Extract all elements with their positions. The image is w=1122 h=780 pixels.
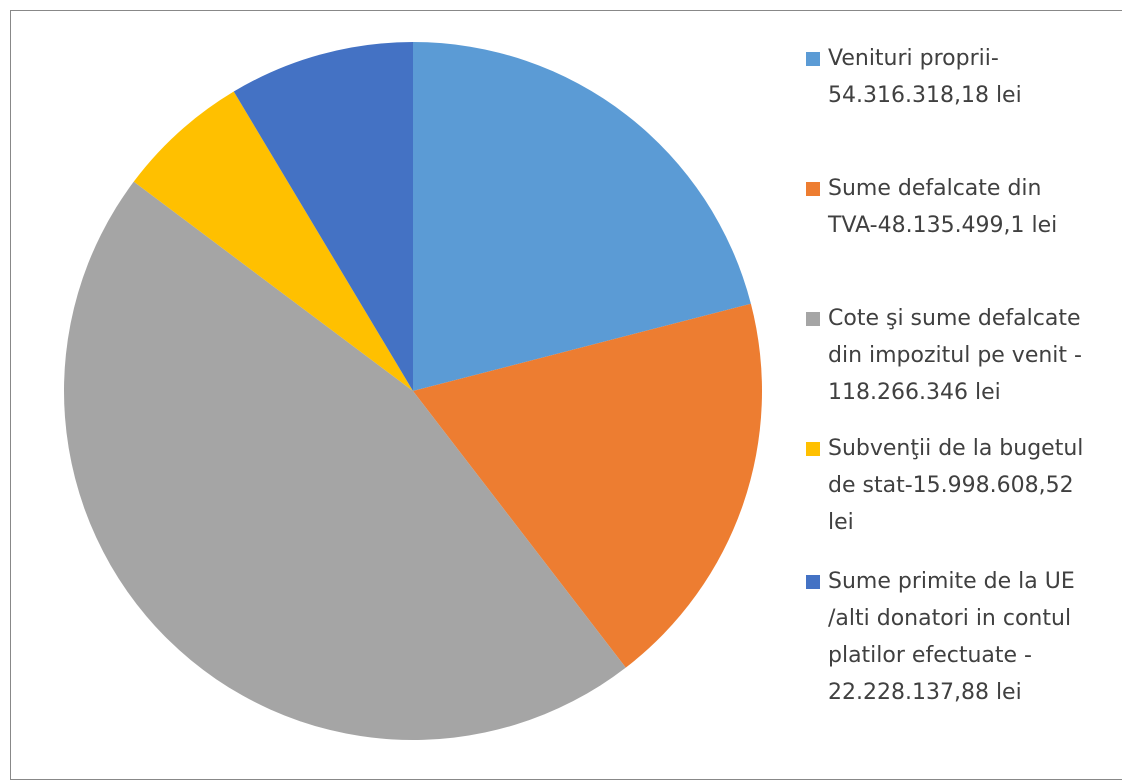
legend-swatch: [806, 312, 820, 326]
pie-slice: [233, 42, 413, 391]
legend-label: Venituri proprii-54.316.318,18 lei: [828, 46, 1022, 108]
legend-item: Sume defalcate din TVA-48.135.499,1 lei: [806, 170, 1096, 244]
legend-swatch: [806, 575, 820, 589]
legend-item: Cote şi sume defalcate din impozitul pe …: [806, 300, 1096, 411]
legend-label: Cote şi sume defalcate din impozitul pe …: [828, 306, 1082, 405]
legend-label: Sume primite de la UE /alti donatori in …: [828, 569, 1075, 705]
legend-item: Sume primite de la UE /alti donatori in …: [806, 563, 1096, 711]
legend-label: Sume defalcate din TVA-48.135.499,1 lei: [828, 176, 1058, 238]
legend-label: Subvenţii de la bugetul de stat-15.998.6…: [828, 436, 1084, 535]
legend-swatch: [806, 182, 820, 196]
pie-slice: [413, 42, 751, 391]
legend-swatch: [806, 442, 820, 456]
pie-slice: [63, 181, 626, 741]
pie-slice: [133, 91, 413, 391]
legend-item: Subvenţii de la bugetul de stat-15.998.6…: [806, 430, 1096, 541]
legend-item: Venituri proprii-54.316.318,18 lei: [806, 40, 1096, 114]
legend-swatch: [806, 52, 820, 66]
pie-slice: [413, 303, 763, 668]
